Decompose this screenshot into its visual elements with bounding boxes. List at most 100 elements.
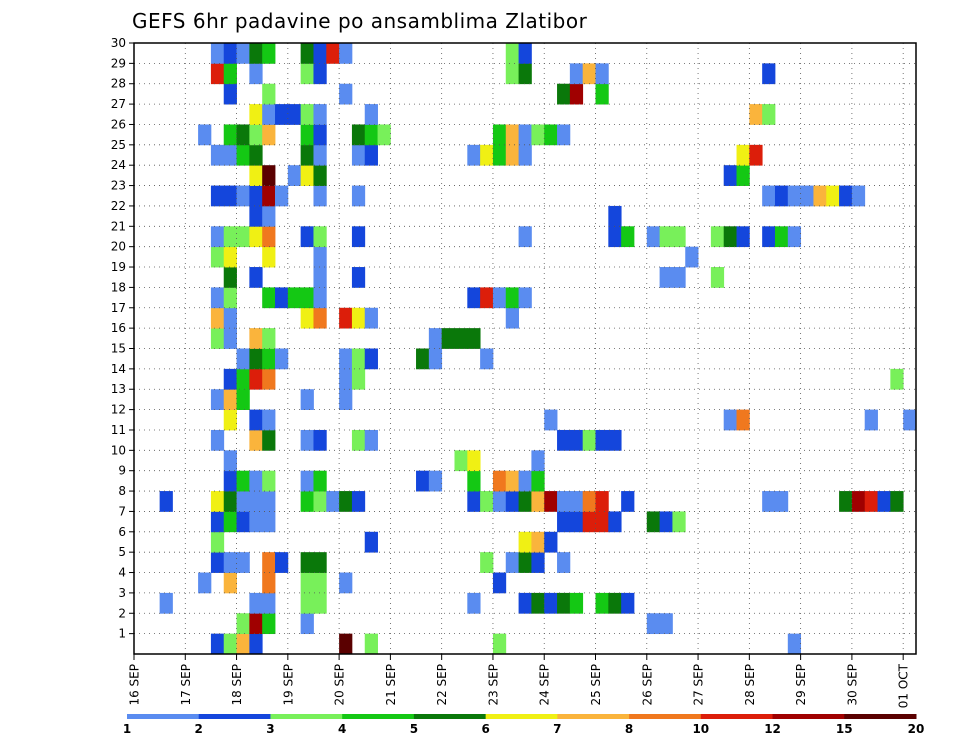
heatmap-cell (210, 328, 225, 349)
heatmap-cell (262, 470, 276, 492)
y-tick-label: 16 (111, 321, 126, 335)
heatmap-cell (223, 633, 237, 655)
heatmap-cell (505, 470, 519, 492)
heatmap-cell (262, 348, 276, 370)
heatmap-cell (300, 552, 314, 573)
heatmap-cell (210, 246, 225, 268)
heatmap-cell (198, 572, 212, 594)
heatmap-cell (569, 63, 584, 85)
heatmap-cell (223, 63, 237, 85)
heatmap-cell (774, 185, 789, 207)
heatmap-cell (275, 348, 289, 370)
heatmap-cell (210, 144, 225, 166)
heatmap-cell (313, 267, 327, 288)
heatmap-cell (646, 226, 661, 248)
heatmap-cell (223, 328, 237, 349)
heatmap-cell (249, 124, 263, 146)
heatmap-cell (480, 348, 494, 370)
heatmap-cell (480, 552, 494, 573)
heatmap-cell (544, 592, 558, 614)
y-tick-label: 24 (111, 158, 126, 172)
heatmap-cell (364, 307, 378, 329)
x-tick-label: 29 SEP (794, 664, 808, 706)
heatmap-cell (236, 144, 250, 166)
heatmap-cell (864, 491, 878, 512)
x-tick-label: 01 OCT (897, 663, 911, 708)
heatmap-cell (210, 185, 225, 207)
heatmap-cell (518, 124, 532, 146)
legend-label: 7 (553, 722, 561, 736)
heatmap-cell (249, 104, 263, 125)
heatmap-cell (210, 287, 225, 309)
heatmap-cell (300, 104, 314, 125)
heatmap-cell (223, 246, 237, 268)
heatmap-cell (351, 429, 366, 451)
y-tick-label: 13 (111, 382, 126, 396)
heatmap-cell (339, 307, 353, 329)
legend-label: 20 (908, 722, 925, 736)
heatmap-cell (313, 470, 327, 492)
heatmap-cell (313, 124, 327, 146)
heatmap-cell (557, 124, 571, 146)
heatmap-cell (762, 104, 776, 125)
heatmap-cell (736, 409, 750, 431)
x-tick-label: 20 SEP (333, 664, 347, 706)
y-tick-label: 11 (111, 423, 126, 437)
heatmap-cell (595, 511, 609, 533)
heatmap-cell (557, 83, 571, 105)
heatmap-cell (364, 531, 378, 553)
y-tick-label: 7 (118, 504, 126, 518)
heatmap-cell (787, 226, 802, 248)
heatmap-cell (262, 104, 276, 125)
heatmap-cell (351, 491, 366, 512)
heatmap-cell (351, 307, 366, 329)
heatmap-cell (890, 491, 904, 512)
heatmap-cell (300, 226, 314, 248)
heatmap-cell (223, 470, 237, 492)
heatmap-cell (492, 572, 507, 594)
y-tick-label: 17 (111, 301, 126, 315)
heatmap-cell (569, 83, 584, 105)
legend-label: 8 (625, 722, 633, 736)
heatmap-cell (492, 633, 507, 655)
heatmap-cell (351, 124, 366, 146)
heatmap-cell (236, 511, 250, 533)
legend-label: 4 (338, 722, 346, 736)
y-tick-label: 20 (111, 240, 126, 254)
legend-swatch (270, 714, 343, 719)
heatmap-cell (236, 633, 250, 655)
heatmap-cell (326, 43, 340, 64)
heatmap-cell (262, 246, 276, 268)
x-tick-label: 30 SEP (845, 664, 859, 706)
y-tick-label: 19 (111, 260, 126, 274)
heatmap-cell (249, 43, 263, 64)
heatmap-cell (249, 491, 263, 512)
heatmap-cell (736, 165, 750, 186)
heatmap-cell (339, 572, 353, 594)
heatmap-cell (351, 226, 366, 248)
heatmap-cell (236, 124, 250, 146)
legend-label: 2 (195, 722, 203, 736)
heatmap-cell (300, 307, 314, 329)
heatmap-cell (903, 409, 917, 431)
heatmap-cell (223, 572, 237, 594)
heatmap-cell (505, 63, 519, 85)
heatmap-cell (518, 491, 532, 512)
heatmap-cell (723, 226, 737, 248)
heatmap-cell (236, 368, 250, 390)
heatmap-cell (262, 226, 276, 248)
heatmap-cell (839, 491, 853, 512)
legend-label: 15 (836, 722, 853, 736)
y-tick-label: 21 (111, 219, 126, 233)
heatmap-cell (262, 613, 276, 635)
y-tick-label: 28 (111, 77, 126, 91)
legend-swatch (844, 714, 917, 719)
y-tick-label: 27 (111, 97, 126, 111)
heatmap-cell (467, 144, 481, 166)
heatmap-cell (313, 429, 327, 451)
heatmap-cell (492, 470, 507, 492)
heatmap-cell (300, 165, 314, 186)
x-tick-label: 21 SEP (384, 664, 398, 706)
heatmap-cell (210, 491, 225, 512)
x-tick-label: 19 SEP (281, 664, 295, 706)
